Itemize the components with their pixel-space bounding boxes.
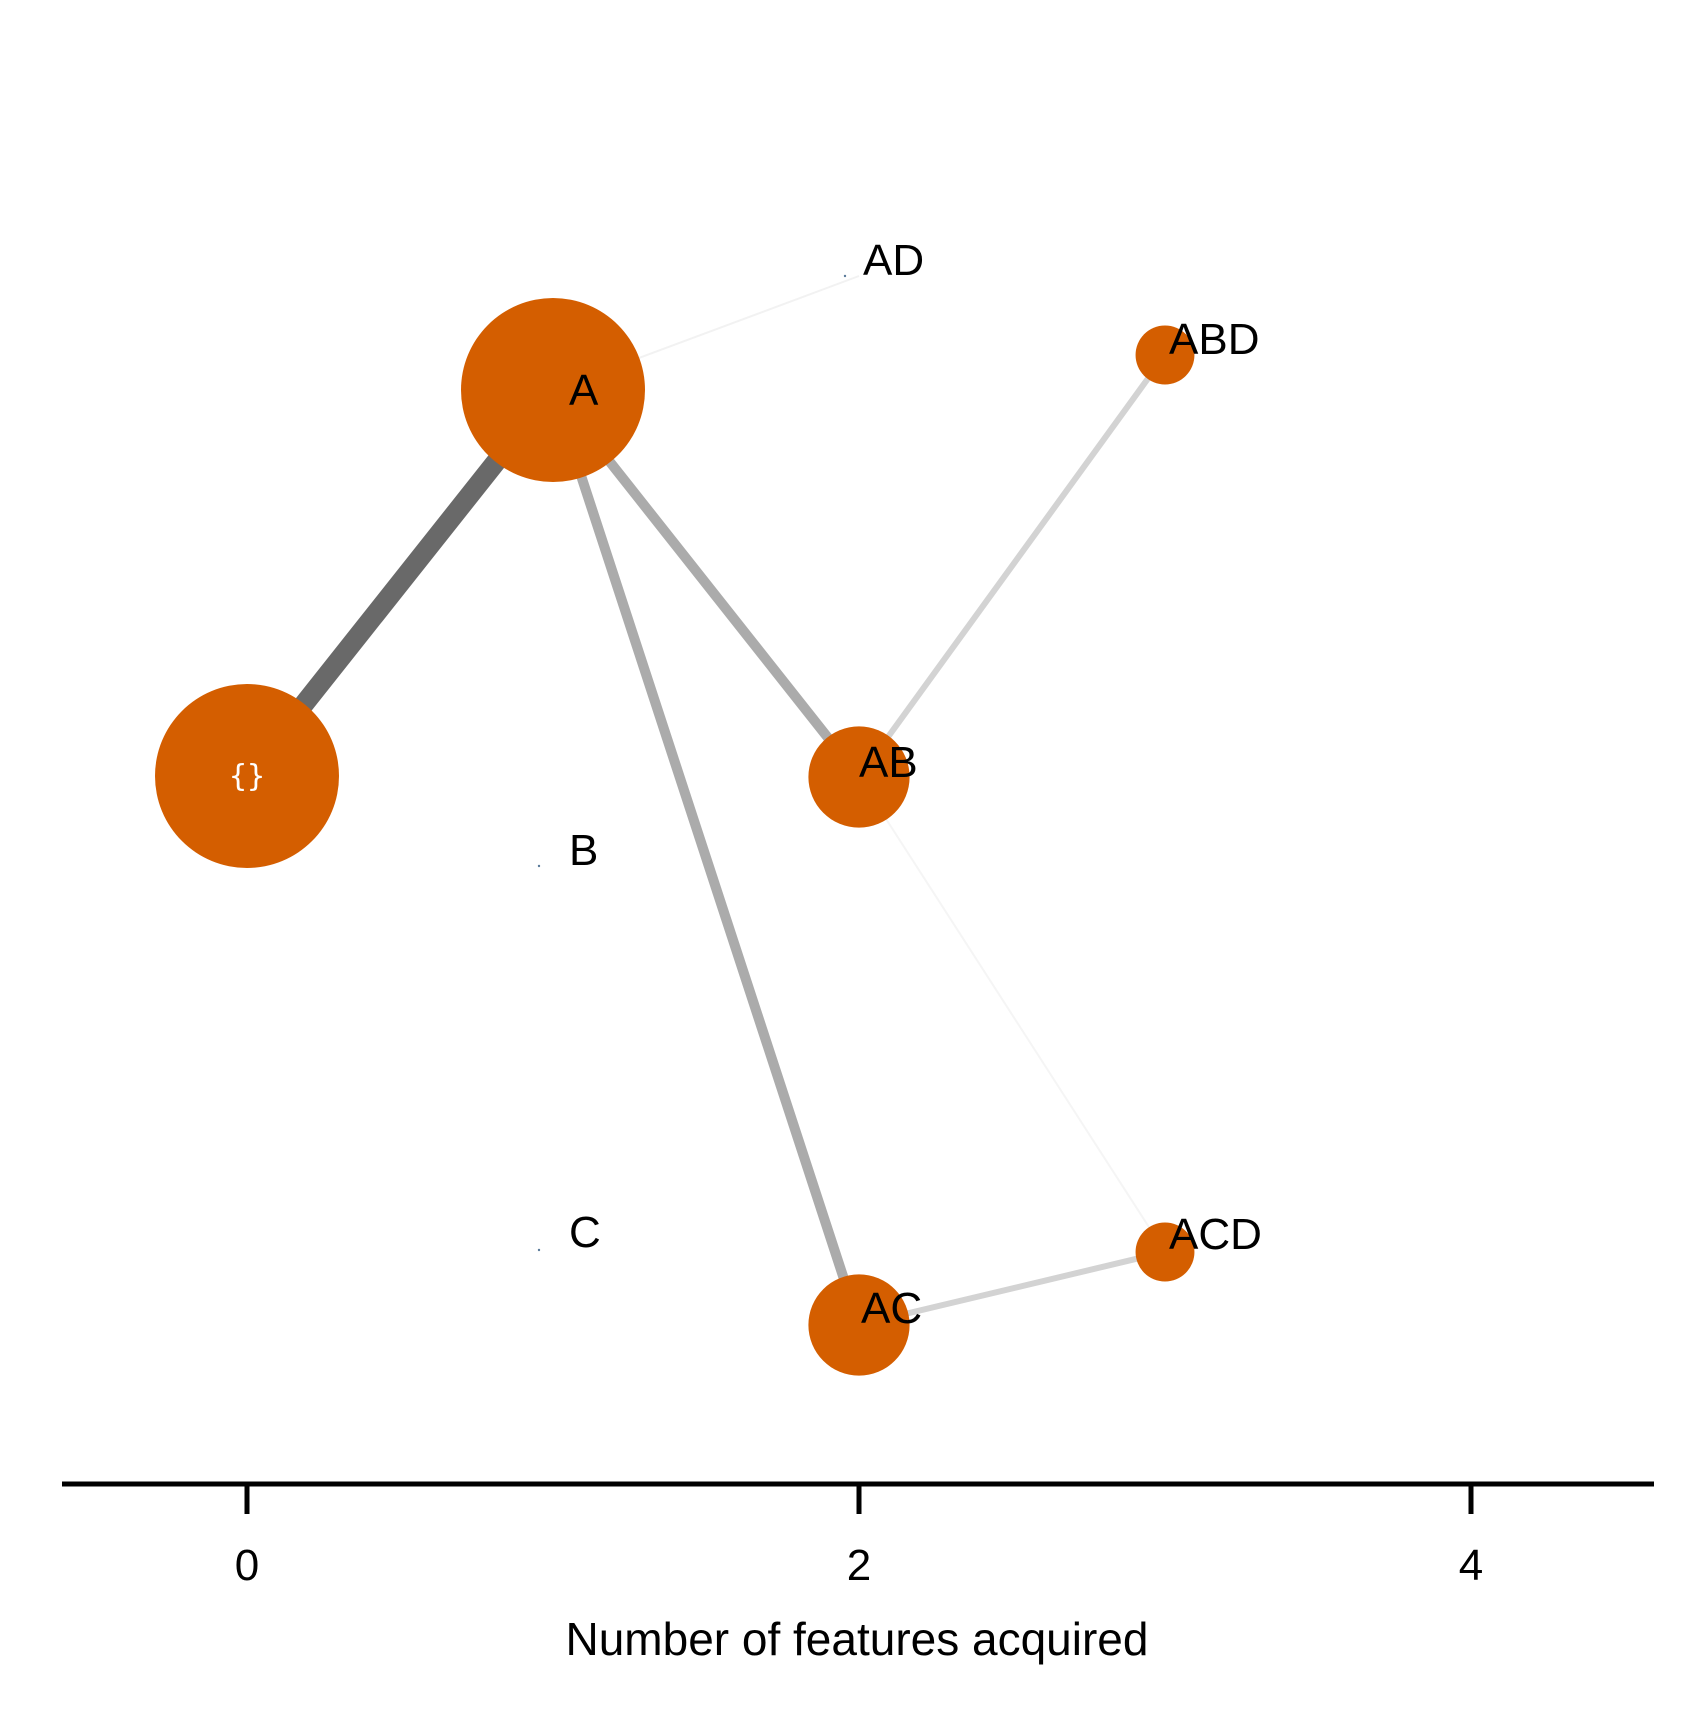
x-axis-title: Number of features acquired [566,1613,1149,1665]
x-axis-ticks: 0 2 4 [235,1484,1483,1590]
nodes-layer [155,274,1195,1376]
edge-AB-ACD [858,776,1166,1253]
x-tick-label-0: 0 [235,1541,259,1590]
edge-AB-ABD [856,353,1168,779]
node-AD [843,274,847,278]
node-B [537,864,541,868]
node-label-ABD: ABD [1169,315,1259,364]
x-tick-label-4: 4 [1459,1541,1483,1590]
edge-A-AC [548,388,864,1327]
edge-AC-ACD [858,1249,1166,1328]
node-label-AC: AC [861,1284,922,1333]
node-label-B: B [569,826,598,875]
node-AC [808,1274,910,1376]
node-label-ACD: ACD [1169,1210,1262,1259]
edges-layer [239,275,1168,1328]
node-C [537,1248,541,1252]
node-label-A: A [569,366,599,415]
node-label-AD: AD [863,236,924,285]
x-axis: 0 2 4 Number of features acquired [62,1481,1654,1665]
node-ABD [1135,325,1195,385]
node-label-AB: AB [859,738,918,787]
node-label-root: {} [229,759,265,794]
x-tick-label-2: 2 [847,1541,871,1590]
node-root [155,684,339,868]
node-A [461,298,645,482]
node-ACD [1135,1222,1195,1282]
node-AB [808,726,910,828]
node-label-C: C [569,1208,601,1257]
